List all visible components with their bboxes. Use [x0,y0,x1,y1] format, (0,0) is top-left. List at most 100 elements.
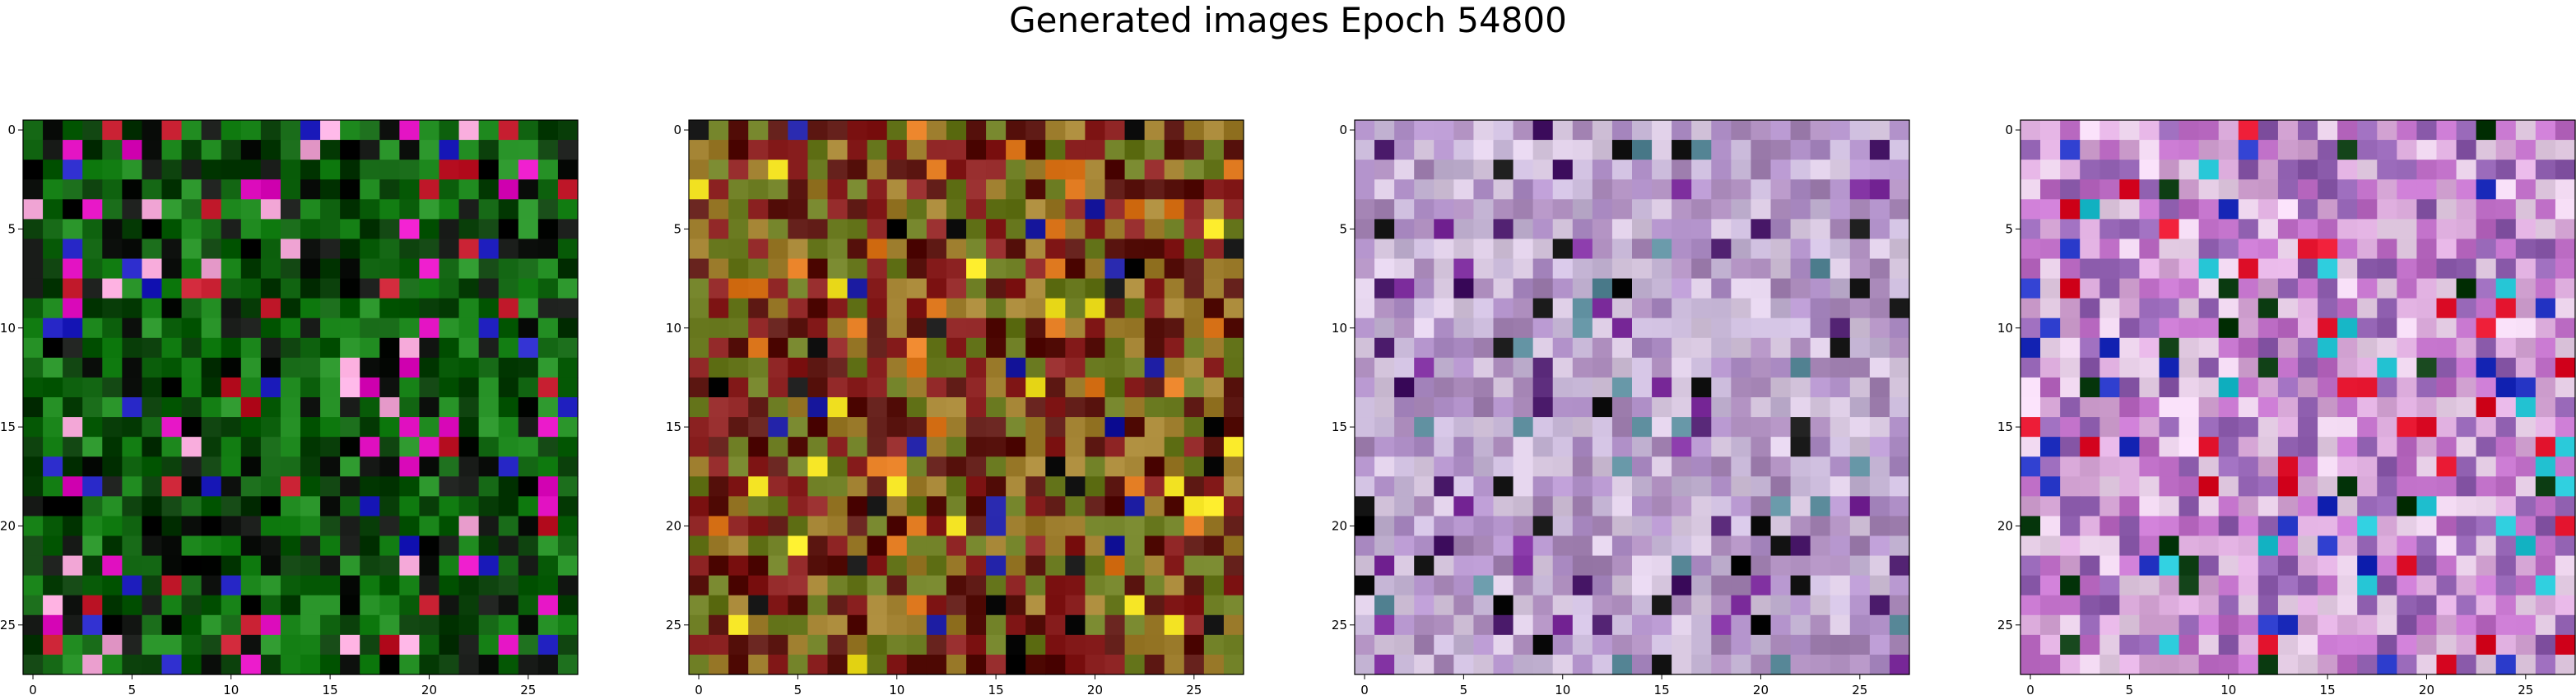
image-pixel [2377,595,2397,616]
image-pixel [1572,437,1593,457]
image-pixel [1124,595,1146,616]
image-pixel [1691,555,1712,577]
image-pixel [161,179,183,200]
image-pixel [63,595,83,616]
image-pixel [1434,219,1454,240]
image-pixel [2397,337,2418,359]
image-pixel [847,239,868,260]
image-pixel [1223,575,1244,596]
image-pixel [260,337,281,359]
image-pixel [1711,397,1732,418]
image-pixel [181,535,202,557]
image-pixel [1790,357,1811,378]
image-pixel [1183,278,1205,299]
image-pixel [2178,516,2200,537]
image-pixel [926,140,947,160]
image-pixel [2515,516,2536,537]
image-pixel [2555,298,2576,319]
image-pixel [399,456,421,477]
image-pixel [280,337,301,359]
image-pixel [2257,614,2279,636]
image-pixel [379,377,400,398]
image-pixel [478,437,500,457]
image-pixel [23,476,44,497]
image-pixel [728,634,749,656]
image-pixel [2476,377,2497,398]
image-pixel [102,239,123,260]
image-pixel [2456,258,2477,280]
image-pixel [1810,219,1831,240]
image-pixel [1223,357,1244,378]
image-pixel [82,654,103,675]
image-pixel [2040,317,2061,339]
image-pixel [906,634,928,656]
image-pixel [1183,437,1205,457]
image-pixel [1869,160,1890,180]
x-tick-label: 5 [2126,683,2134,695]
image-pixel [2238,417,2259,438]
image-pixel [2178,239,2200,260]
image-pixel [2318,239,2338,260]
image-pixel [102,278,123,299]
image-pixel [906,614,928,636]
image-pixel [1355,179,1375,200]
image-pixel [1164,160,1185,180]
image-pixel [2119,160,2141,180]
image-pixel [1810,476,1831,497]
image-pixel [1414,199,1434,220]
image-pixel [280,516,301,537]
x-tick-label: 0 [1360,683,1369,695]
image-pixel [2238,456,2259,477]
image-pixel [201,555,222,577]
image-pixel [807,258,829,280]
image-pixel [2416,219,2438,240]
image-pixel [1751,160,1772,180]
image-pixel [709,496,729,517]
image-pixel [2040,456,2061,477]
image-pixel [1592,317,1613,339]
image-pixel [419,357,440,378]
image-pixel [221,140,242,160]
image-pixel [847,278,868,299]
image-pixel [906,160,928,180]
image-pixel [1672,219,1692,240]
image-pixel [1473,437,1495,457]
image-pixel [1473,219,1495,240]
image-pixel [2178,595,2200,616]
image-pixel [2535,199,2556,220]
image-pixel [2436,417,2457,438]
image-pixel [2277,140,2299,160]
image-pixel [1355,575,1375,596]
image-pixel [1830,496,1851,517]
image-pixel [807,140,829,160]
image-pixel [728,140,749,160]
image-pixel [1124,278,1146,299]
image-pixel [1790,535,1811,557]
image-pixel [2476,337,2497,359]
image-pixel [63,496,83,517]
image-pixel [1453,476,1475,497]
image-pixel [2535,120,2556,141]
image-pixel [1473,120,1495,141]
image-pixel [1751,614,1772,636]
image-pixel [161,120,183,141]
image-pixel [1592,120,1613,141]
image-pixel [2080,575,2100,596]
image-pixel [1889,614,1910,636]
image-pixel [1552,496,1574,517]
image-pixel [2159,417,2180,438]
image-pixel [1751,140,1772,160]
image-pixel [458,219,480,240]
image-pixel [2357,575,2378,596]
image-pixel [2416,614,2438,636]
image-pixel [728,219,749,240]
image-pixel [419,535,440,557]
image-pixel [728,199,749,220]
image-pixel [1830,239,1851,260]
image-pixel [689,456,709,477]
image-pixel [399,239,421,260]
image-pixel [240,258,262,280]
image-pixel [142,535,163,557]
image-pixel [1473,199,1495,220]
image-pixel [1889,456,1910,477]
